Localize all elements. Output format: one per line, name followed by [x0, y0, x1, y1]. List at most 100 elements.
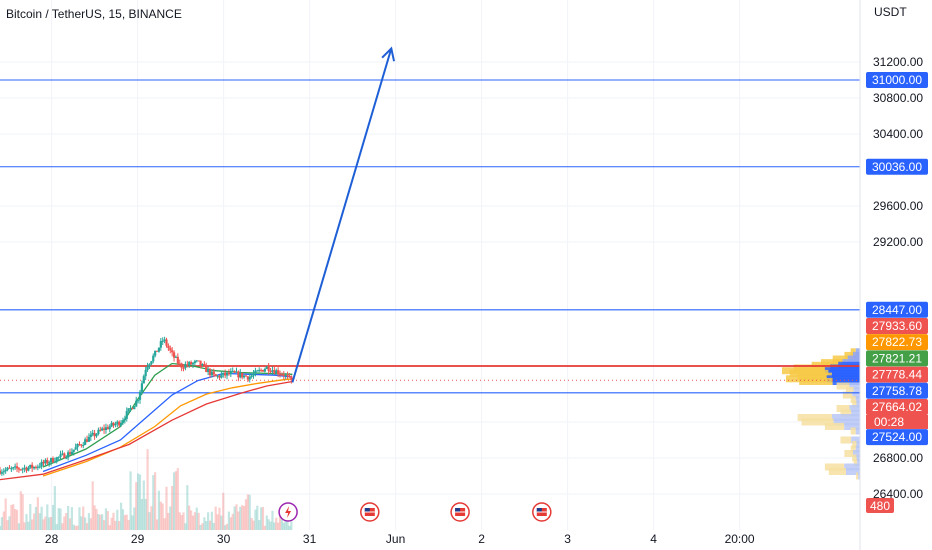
volume-bar: [85, 523, 89, 530]
volume-profile-bar: [855, 427, 860, 435]
time-tick-label: 31: [303, 532, 317, 546]
volume-bar: [288, 525, 291, 530]
candles[interactable]: [0, 336, 293, 476]
volume-bar: [2, 511, 5, 530]
volume-profile-bar: [842, 391, 853, 399]
volume-bar: [76, 525, 79, 530]
candle-body: [165, 339, 168, 346]
countdown-box: [866, 414, 928, 429]
candle-body: [4, 469, 7, 472]
volume-bar: [267, 519, 270, 530]
volume-bar: [21, 494, 24, 530]
time-axis[interactable]: 28 29 30 31 Jun 2 3 4 20:00: [45, 532, 755, 546]
candle-body: [72, 449, 75, 452]
volume-profile-bar: [850, 427, 856, 435]
price-tags: 31000.00 30036.00 28447.00 27933.60 27822.73…: [866, 72, 928, 513]
volume-bar: [114, 520, 117, 530]
volume-profile-bar: [858, 472, 860, 480]
volume-bar: [191, 515, 195, 530]
volume-bar: [4, 498, 7, 530]
volume-bar: [210, 511, 214, 530]
moving-average-line: [42, 372, 293, 473]
candle-body: [256, 370, 259, 372]
volume-bar: [220, 515, 223, 530]
projection-arrow[interactable]: [291, 46, 396, 383]
candle-body: [49, 458, 53, 463]
price-tag-box: [866, 317, 928, 334]
horizontal-levels[interactable]: [0, 79, 860, 394]
candle-body: [119, 422, 123, 426]
candle-body: [82, 444, 85, 446]
candle-body: [101, 428, 104, 431]
volume-profile-bar: [855, 396, 860, 403]
candle-body: [21, 468, 24, 470]
volume-profile-bar: [856, 400, 860, 408]
volume-bar: [116, 509, 119, 530]
volume-bar: [95, 508, 98, 530]
volume-bar: [148, 512, 151, 530]
flag-canton: [536, 508, 542, 512]
volume-profile-bar: [851, 409, 860, 417]
volume-bar: [241, 505, 244, 530]
candle-body: [51, 458, 55, 463]
volume-bar: [176, 468, 179, 530]
candle-body: [193, 361, 196, 364]
price-tick-label: 31200.00: [873, 55, 923, 69]
volume-bar: [32, 513, 36, 530]
volume-bar: [36, 497, 39, 530]
candle-body: [135, 400, 138, 407]
volume-bar: [252, 520, 255, 530]
time-tick-label: 30: [217, 532, 231, 546]
volume-bar: [51, 504, 55, 530]
volume-bar: [84, 517, 87, 530]
volume-bar: [261, 506, 265, 530]
volume-bar: [99, 514, 102, 530]
level-tag-box: [866, 72, 928, 88]
candle-body: [195, 360, 198, 362]
volume-bar: [23, 522, 26, 530]
candle-body: [191, 363, 195, 365]
volume-bar: [137, 473, 140, 530]
volume-bar: [119, 502, 123, 530]
volume-bar: [110, 517, 113, 530]
candle-body: [123, 418, 126, 421]
volume-bar: [280, 511, 284, 530]
volume-bar: [42, 519, 45, 530]
candle-body: [140, 383, 143, 392]
candle-body: [241, 372, 244, 378]
price-tick-label: 29200.00: [873, 235, 923, 249]
candle-body: [214, 374, 217, 377]
volume-profile-bar: [840, 409, 852, 417]
price-tick-label: 30800.00: [873, 91, 923, 105]
volume-profile-bar: [850, 396, 856, 403]
flag-canton: [364, 508, 370, 512]
candle-body: [46, 459, 49, 464]
candle-body: [216, 375, 219, 377]
volume-bar: [231, 513, 234, 530]
volume-profile-bar: [833, 418, 860, 426]
candle-body: [155, 350, 159, 352]
volume-bar: [70, 507, 73, 530]
candle-body: [189, 362, 193, 365]
volume-bar: [125, 514, 128, 530]
volume-bar: [212, 522, 215, 530]
volume-profile-bar: [856, 454, 860, 462]
candle-body: [284, 374, 287, 376]
event-markers[interactable]: [278, 502, 552, 522]
volume-profile-bar: [799, 378, 833, 385]
volume-bar: [135, 482, 138, 530]
candle-body: [288, 375, 291, 377]
time-tick-label: 2: [478, 532, 485, 546]
volume-bar: [0, 525, 2, 530]
price-tag-box: [866, 382, 928, 399]
candle-body: [290, 376, 293, 381]
price-tick-label: 26400.00: [873, 487, 923, 501]
volume-bar: [150, 506, 153, 530]
volume-bar: [101, 514, 104, 530]
candle-body: [163, 339, 166, 341]
volume-profile: [782, 348, 860, 480]
candle-body: [282, 374, 285, 376]
candle-body: [31, 464, 34, 469]
volume-bar: [6, 520, 9, 530]
